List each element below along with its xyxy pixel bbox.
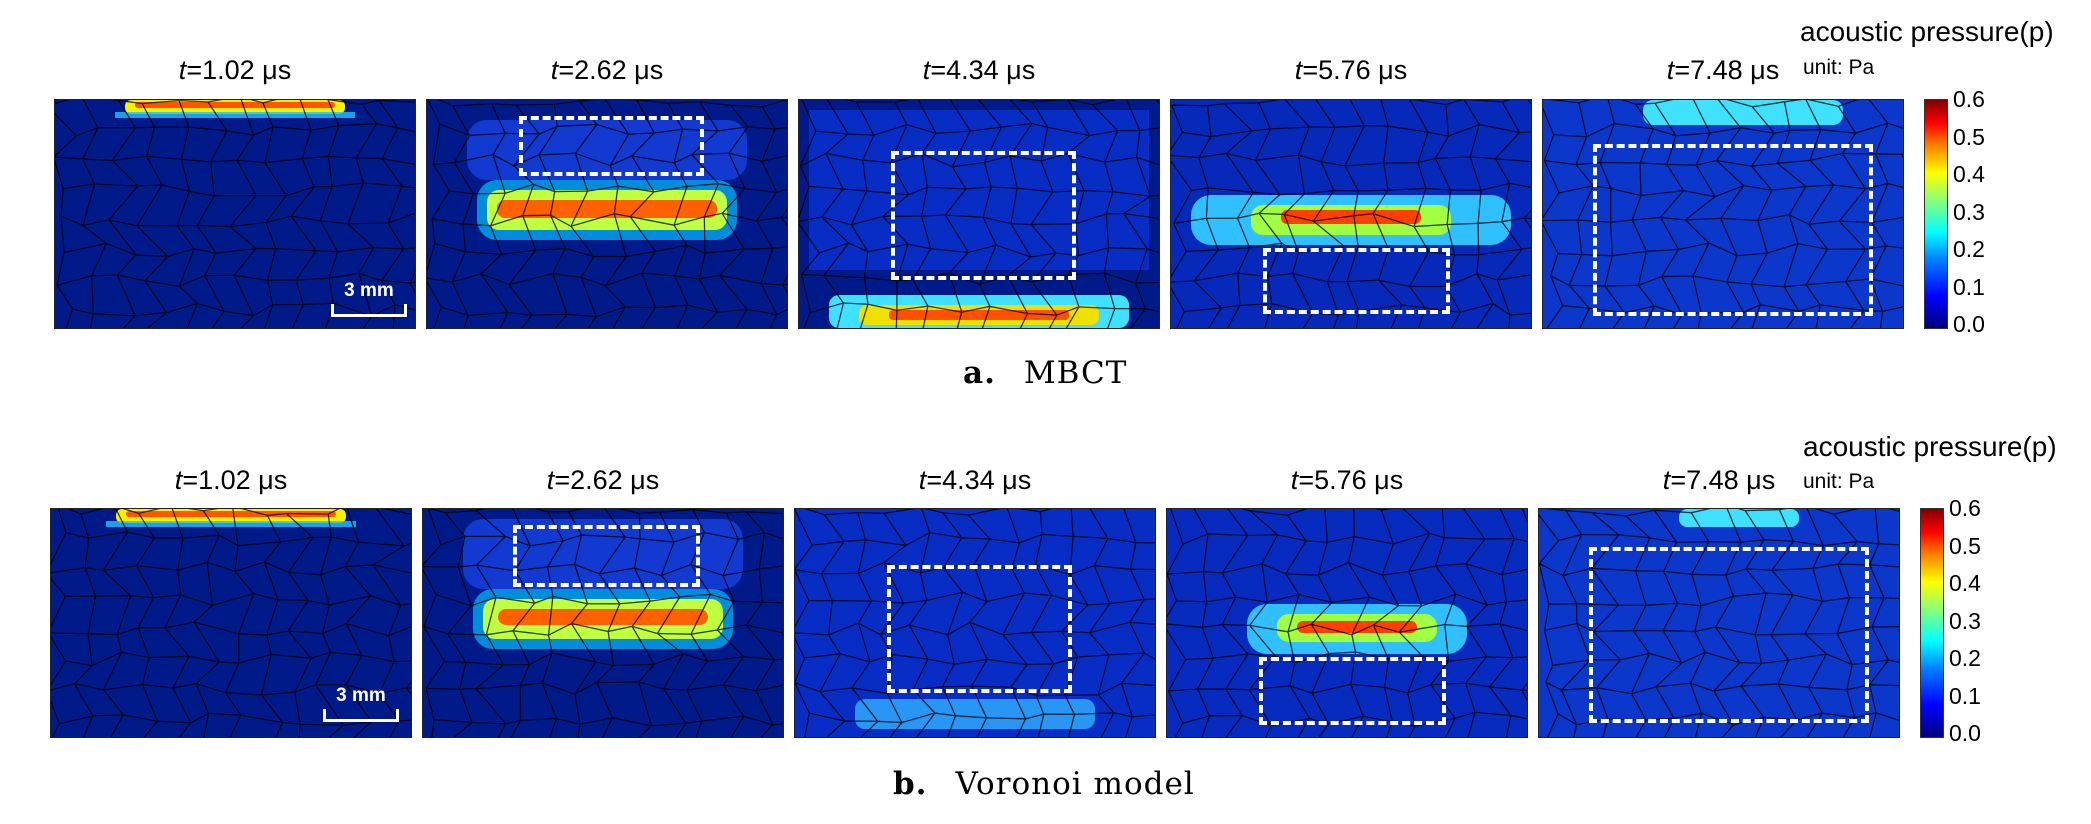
subfigure-caption: a. MBCT: [963, 355, 1128, 391]
highlight-box: [513, 525, 700, 587]
colorbar-tick: 0.5: [1949, 533, 1981, 559]
colorbar-tick: 0.4: [1953, 161, 1985, 187]
panel-time-label: t=5.76 μs: [1294, 55, 1408, 85]
highlight-box: [1593, 144, 1873, 316]
colorbar-tick: 0.2: [1949, 645, 1981, 671]
highlight-box: [887, 565, 1072, 693]
grain-boundary-overlay: [427, 100, 787, 328]
panel-time-label: t=1.02 μs: [174, 465, 288, 495]
figure-row-mbct: t=1.02 μs t=2.62 μs t=4.34 μs t=5.76 μs …: [0, 0, 2091, 410]
grain-boundary-overlay: [1171, 100, 1531, 328]
colorbar-tick: 0.5: [1953, 124, 1985, 150]
colorbar-tick: 0.2: [1953, 236, 1985, 262]
panel-time-label: t=4.34 μs: [922, 55, 1036, 85]
grain-boundary-overlay: [799, 100, 1159, 328]
colorbar-tick: 0.3: [1953, 199, 1985, 225]
pressure-map-panel: 3 mm: [54, 99, 416, 329]
grain-boundary-overlay: [1543, 100, 1903, 328]
colorbar-title: acoustic pressure(p): [1803, 431, 2057, 462]
colorbar: [1920, 508, 1944, 738]
pressure-map-panel: [1542, 99, 1904, 329]
panel-time-label: t=7.48 μs: [1662, 465, 1776, 495]
pressure-map-panel: [1166, 508, 1528, 738]
panel-time-label: t=1.02 μs: [178, 55, 292, 85]
grain-boundary-overlay: [1167, 509, 1527, 737]
highlight-box: [519, 116, 704, 176]
highlight-box: [1259, 657, 1446, 725]
pressure-map-panel: [1538, 508, 1900, 738]
colorbar-tick: 0.6: [1949, 495, 1981, 521]
pressure-map-panel: 3 mm: [50, 508, 412, 738]
pressure-map-panel: [798, 99, 1160, 329]
highlight-box: [891, 151, 1076, 280]
panel-time-label: t=7.48 μs: [1666, 55, 1780, 85]
grain-boundary-overlay: [795, 509, 1155, 737]
colorbar-tick: 0.3: [1949, 608, 1981, 634]
highlight-box: [1589, 547, 1869, 723]
subfigure-caption: b. Voronoi model: [893, 766, 1195, 802]
figure-row-voronoi: t=1.02 μs t=2.62 μs t=4.34 μs t=5.76 μs …: [0, 412, 2091, 824]
colorbar-tick: 0.0: [1949, 720, 1981, 746]
colorbar-tick: 0.0: [1953, 311, 1985, 337]
colorbar-title: acoustic pressure(p): [1800, 16, 2054, 47]
colorbar-tick: 0.6: [1953, 86, 1985, 112]
colorbar: [1924, 99, 1948, 329]
colorbar-unit: unit: Pa: [1803, 470, 1875, 493]
grain-boundary-overlay: [51, 509, 411, 737]
panel-time-label: t=5.76 μs: [1290, 465, 1404, 495]
pressure-map-panel: [426, 99, 788, 329]
scale-bar: 3 mm: [331, 280, 407, 317]
scale-bar: 3 mm: [323, 685, 399, 722]
colorbar-tick: 0.4: [1949, 570, 1981, 596]
panel-time-label: t=2.62 μs: [546, 465, 660, 495]
grain-boundary-overlay: [55, 100, 415, 328]
pressure-map-panel: [794, 508, 1156, 738]
highlight-box: [1263, 248, 1450, 314]
colorbar-unit: unit: Pa: [1803, 56, 1875, 79]
colorbar-tick: 0.1: [1953, 274, 1985, 300]
panel-time-label: t=4.34 μs: [918, 465, 1032, 495]
pressure-map-panel: [1170, 99, 1532, 329]
pressure-map-panel: [422, 508, 784, 738]
panel-time-label: t=2.62 μs: [550, 55, 664, 85]
grain-boundary-overlay: [423, 509, 783, 737]
colorbar-tick: 0.1: [1949, 683, 1981, 709]
